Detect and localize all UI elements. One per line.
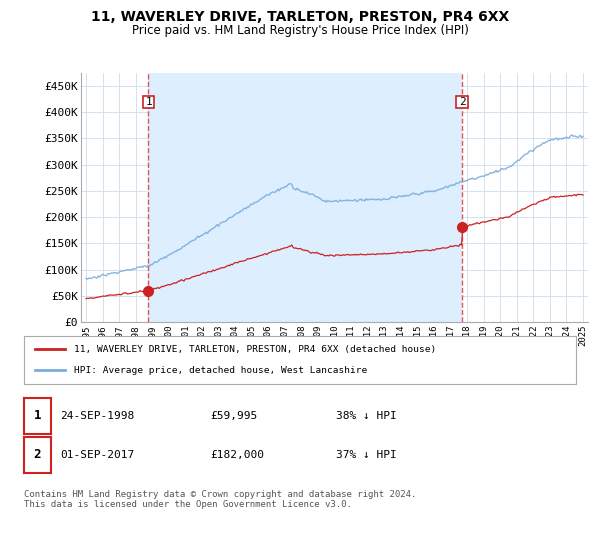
Text: 1: 1 — [34, 409, 41, 422]
Text: £182,000: £182,000 — [210, 450, 264, 460]
Text: 24-SEP-1998: 24-SEP-1998 — [60, 411, 134, 421]
Text: 38% ↓ HPI: 38% ↓ HPI — [336, 411, 397, 421]
Text: 2: 2 — [34, 449, 41, 461]
Bar — [457, 96, 467, 108]
Bar — [143, 96, 154, 108]
Text: Price paid vs. HM Land Registry's House Price Index (HPI): Price paid vs. HM Land Registry's House … — [131, 24, 469, 36]
Text: HPI: Average price, detached house, West Lancashire: HPI: Average price, detached house, West… — [74, 366, 367, 375]
Text: 11, WAVERLEY DRIVE, TARLETON, PRESTON, PR4 6XX (detached house): 11, WAVERLEY DRIVE, TARLETON, PRESTON, P… — [74, 345, 436, 354]
Text: 1: 1 — [146, 96, 152, 106]
Text: 01-SEP-2017: 01-SEP-2017 — [60, 450, 134, 460]
Bar — [148, 73, 461, 322]
Text: Contains HM Land Registry data © Crown copyright and database right 2024.
This d: Contains HM Land Registry data © Crown c… — [24, 490, 416, 510]
Text: 2: 2 — [459, 96, 466, 106]
Text: 37% ↓ HPI: 37% ↓ HPI — [336, 450, 397, 460]
Text: 11, WAVERLEY DRIVE, TARLETON, PRESTON, PR4 6XX: 11, WAVERLEY DRIVE, TARLETON, PRESTON, P… — [91, 10, 509, 24]
Text: £59,995: £59,995 — [210, 411, 257, 421]
